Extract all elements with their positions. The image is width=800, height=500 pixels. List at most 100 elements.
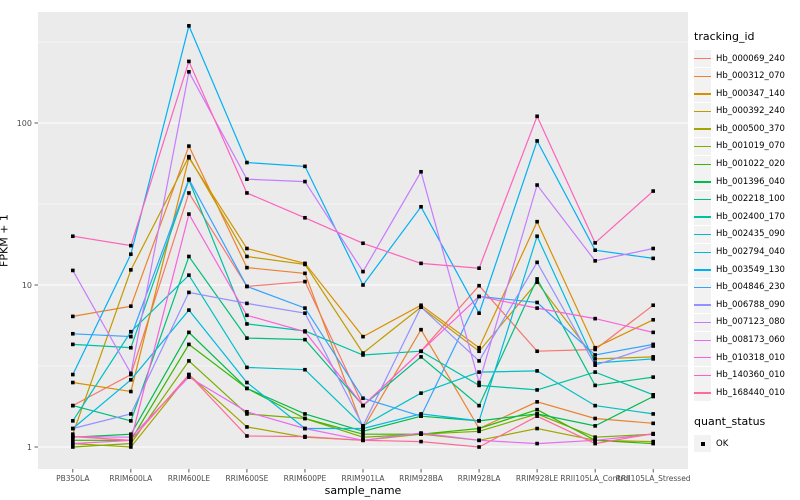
data-point (593, 424, 597, 428)
data-point (535, 306, 539, 310)
data-point (71, 434, 75, 439)
legend-item: Hb_010318_010 (694, 349, 798, 367)
data-point (187, 372, 191, 377)
data-point (419, 204, 423, 209)
legend-item-ok: OK (694, 435, 798, 453)
data-point (129, 438, 133, 443)
data-point (651, 439, 655, 444)
legend-line-icon (694, 278, 711, 296)
data-point (651, 256, 655, 261)
legend-item: Hb_008173_060 (694, 331, 798, 349)
data-point (361, 351, 365, 355)
legend-item: Hb_000069_240 (694, 50, 798, 67)
data-point (477, 429, 481, 434)
data-point (535, 114, 539, 119)
data-point (303, 311, 307, 315)
data-point (361, 353, 365, 357)
data-point (245, 336, 249, 340)
data-point (245, 284, 249, 289)
legend-item: Hb_001019_070 (694, 137, 798, 155)
legend-item: Hb_168440_010 (694, 384, 798, 402)
data-point (593, 241, 597, 245)
data-point (71, 445, 75, 449)
data-point (535, 426, 539, 431)
data-point (245, 386, 249, 391)
data-point (129, 243, 133, 248)
data-point (129, 419, 133, 423)
legend-item: Hb_002794_040 (694, 243, 798, 261)
data-point (303, 426, 307, 431)
data-point (593, 259, 597, 263)
data-point (593, 383, 597, 388)
data-point (419, 305, 423, 309)
data-point (593, 345, 597, 350)
data-point (245, 434, 249, 438)
data-point (651, 317, 655, 322)
legend-label: Hb_000500_370 (716, 123, 785, 134)
data-point (245, 425, 249, 429)
legend-label: Hb_001019_070 (716, 141, 785, 152)
data-point (419, 327, 423, 332)
data-point (535, 183, 539, 187)
legend-item: Hb_000347_140 (694, 85, 798, 103)
data-point (187, 254, 191, 259)
data-point (361, 241, 365, 246)
data-point (129, 345, 133, 350)
data-point (419, 303, 423, 308)
data-point (477, 403, 481, 408)
data-point (187, 308, 191, 312)
data-point (303, 434, 307, 439)
data-point (71, 234, 75, 239)
data-point (129, 268, 133, 272)
data-point (651, 393, 655, 397)
data-point (535, 349, 539, 354)
legend-item: Hb_000500_370 (694, 120, 798, 138)
data-point (71, 268, 75, 273)
legend: tracking_id Hb_000069_240 Hb_000312_070 Hb… (694, 30, 798, 453)
data-point (187, 191, 191, 195)
legend-item: Hb_140360_010 (694, 366, 798, 384)
x-tick-label: RRIM901LA (342, 474, 386, 483)
legend-label: Hb_001396_040 (716, 176, 785, 187)
data-point (535, 369, 539, 373)
data-point (419, 261, 423, 266)
data-point (419, 414, 423, 418)
x-tick-label: RRIM928LA (458, 474, 502, 483)
data-point (187, 330, 191, 335)
data-point (303, 367, 307, 372)
legend-label: Hb_006788_090 (716, 299, 785, 310)
data-point (535, 388, 539, 392)
legend-line-icon (694, 190, 711, 208)
data-point (593, 438, 597, 443)
data-point (129, 441, 133, 446)
legend-label: Hb_010318_010 (716, 352, 785, 363)
data-point (129, 445, 133, 449)
data-point (477, 445, 481, 449)
legend-item: Hb_002400_170 (694, 208, 798, 226)
data-point (593, 316, 597, 321)
data-point (535, 280, 539, 285)
x-tick-label: RRII105LA_Control (560, 474, 630, 483)
data-point (303, 412, 307, 416)
data-point (245, 365, 249, 370)
data-point (71, 432, 75, 436)
data-point (361, 396, 365, 401)
data-point (651, 330, 655, 335)
data-point (535, 400, 539, 404)
data-point (593, 435, 597, 439)
data-point (361, 435, 365, 439)
data-point (245, 409, 249, 414)
legend-item: Hb_002435_090 (694, 225, 798, 243)
data-point (187, 70, 191, 74)
data-point (71, 403, 75, 408)
legend-line-icon (694, 137, 711, 155)
legend-item: Hb_000392_240 (694, 102, 798, 120)
legend-label: Hb_000069_240 (716, 53, 785, 64)
x-tick-label: RRIM928LE (516, 474, 559, 483)
data-point (245, 313, 249, 318)
data-point (651, 412, 655, 416)
data-point (535, 234, 539, 239)
data-point (651, 431, 655, 436)
data-point (419, 439, 423, 444)
legend-line-icon (694, 50, 711, 67)
